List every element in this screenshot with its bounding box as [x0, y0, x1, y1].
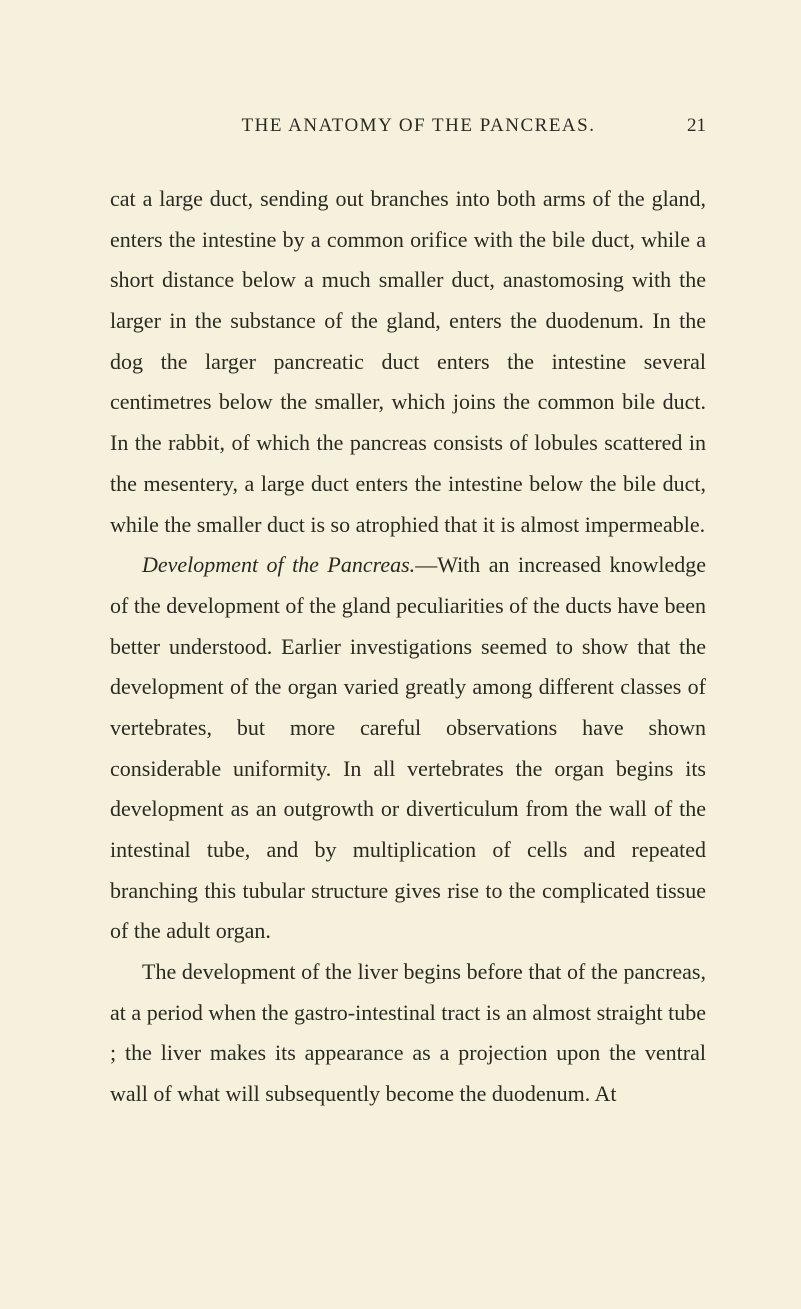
page-number: 21 — [687, 115, 706, 137]
paragraph-1: cat a large duct, sending out branches i… — [110, 179, 706, 545]
page-container: THE ANATOMY OF THE PANCREAS. 21 cat a la… — [0, 0, 801, 1215]
paragraph-2-body: —With an increased knowledge of the deve… — [110, 552, 706, 943]
body-text: cat a large duct, sending out branches i… — [110, 179, 706, 1115]
running-title: THE ANATOMY OF THE PANCREAS. — [110, 115, 687, 137]
paragraph-2-italic-heading: Development of the Pancreas. — [142, 552, 415, 577]
paragraph-3: The development of the liver begins befo… — [110, 952, 706, 1115]
page-header: THE ANATOMY OF THE PANCREAS. 21 — [110, 115, 706, 137]
paragraph-2: Development of the Pancreas.—With an inc… — [110, 545, 706, 952]
